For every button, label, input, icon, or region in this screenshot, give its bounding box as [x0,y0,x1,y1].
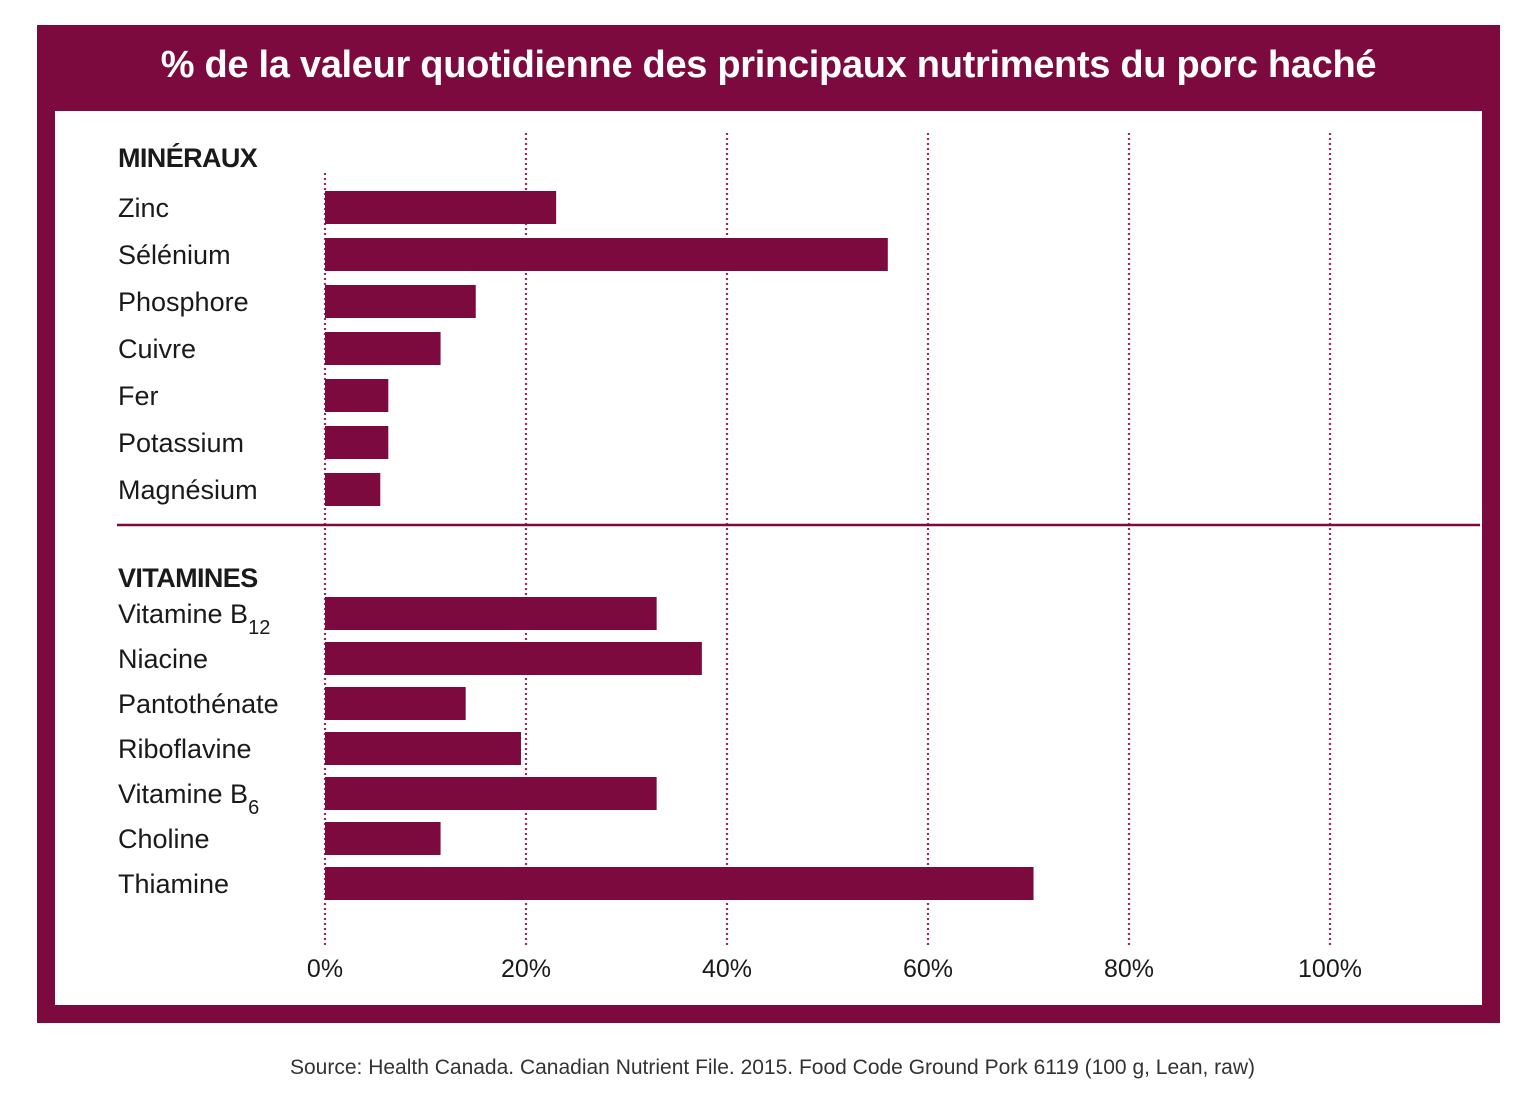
bar-1-1 [325,642,702,675]
x-tick-label-20: 20% [501,955,551,983]
chart-title: % de la valeur quotidienne des principau… [160,44,1377,86]
category-label-subscript: 12 [248,617,270,639]
bar-0-2 [325,285,476,318]
category-label-1-5: Choline [118,824,210,854]
category-label-1-0: Vitamine B12 [118,599,270,639]
category-label-0-4: Fer [118,381,159,411]
bar-0-5 [325,426,389,459]
x-tick-label-100: 100% [1298,955,1362,983]
bar-0-6 [325,473,381,506]
category-label-1-1: Niacine [118,644,208,674]
bar-1-6 [325,867,1034,900]
bar-0-1 [325,238,888,271]
bar-0-3 [325,332,441,365]
x-tick-label-0: 0% [307,955,343,983]
category-label-0-2: Phosphore [118,287,249,317]
x-tick-label-60: 60% [903,955,953,983]
group-header-1: VITAMINES [118,563,258,593]
category-label-0-3: Cuivre [118,334,196,364]
category-label-1-6: Thiamine [118,869,229,899]
bar-1-4 [325,777,657,810]
bar-0-4 [325,379,389,412]
bar-chart: MINÉRAUX Zinc Sélénium Phosphore Cuivre Fer Po… [117,133,1480,983]
bar-1-0 [325,597,657,630]
bar-1-2 [325,687,466,720]
bar-1-3 [325,732,521,765]
category-label-0-5: Potassium [118,428,244,458]
category-label-0-0: Zinc [118,193,169,223]
source-note: Source: Health Canada. Canadian Nutrient… [289,1056,1256,1079]
category-label-0-1: Sélénium [118,240,231,270]
bar-0-0 [325,191,557,224]
category-label-1-2: Pantothénate [118,689,279,719]
category-label-1-4: Vitamine B6 [118,779,259,819]
category-label-1-3: Riboflavine [118,734,252,764]
x-tick-label-80: 80% [1104,955,1154,983]
bar-1-5 [325,822,441,855]
group-header-0: MINÉRAUX [118,142,258,173]
x-tick-label-40: 40% [702,955,752,983]
category-label-0-6: Magnésium [118,475,258,505]
chart-panel: MINÉRAUX Zinc Sélénium Phosphore Cuivre Fer Po… [55,111,1482,1005]
category-label-subscript: 6 [248,797,259,819]
